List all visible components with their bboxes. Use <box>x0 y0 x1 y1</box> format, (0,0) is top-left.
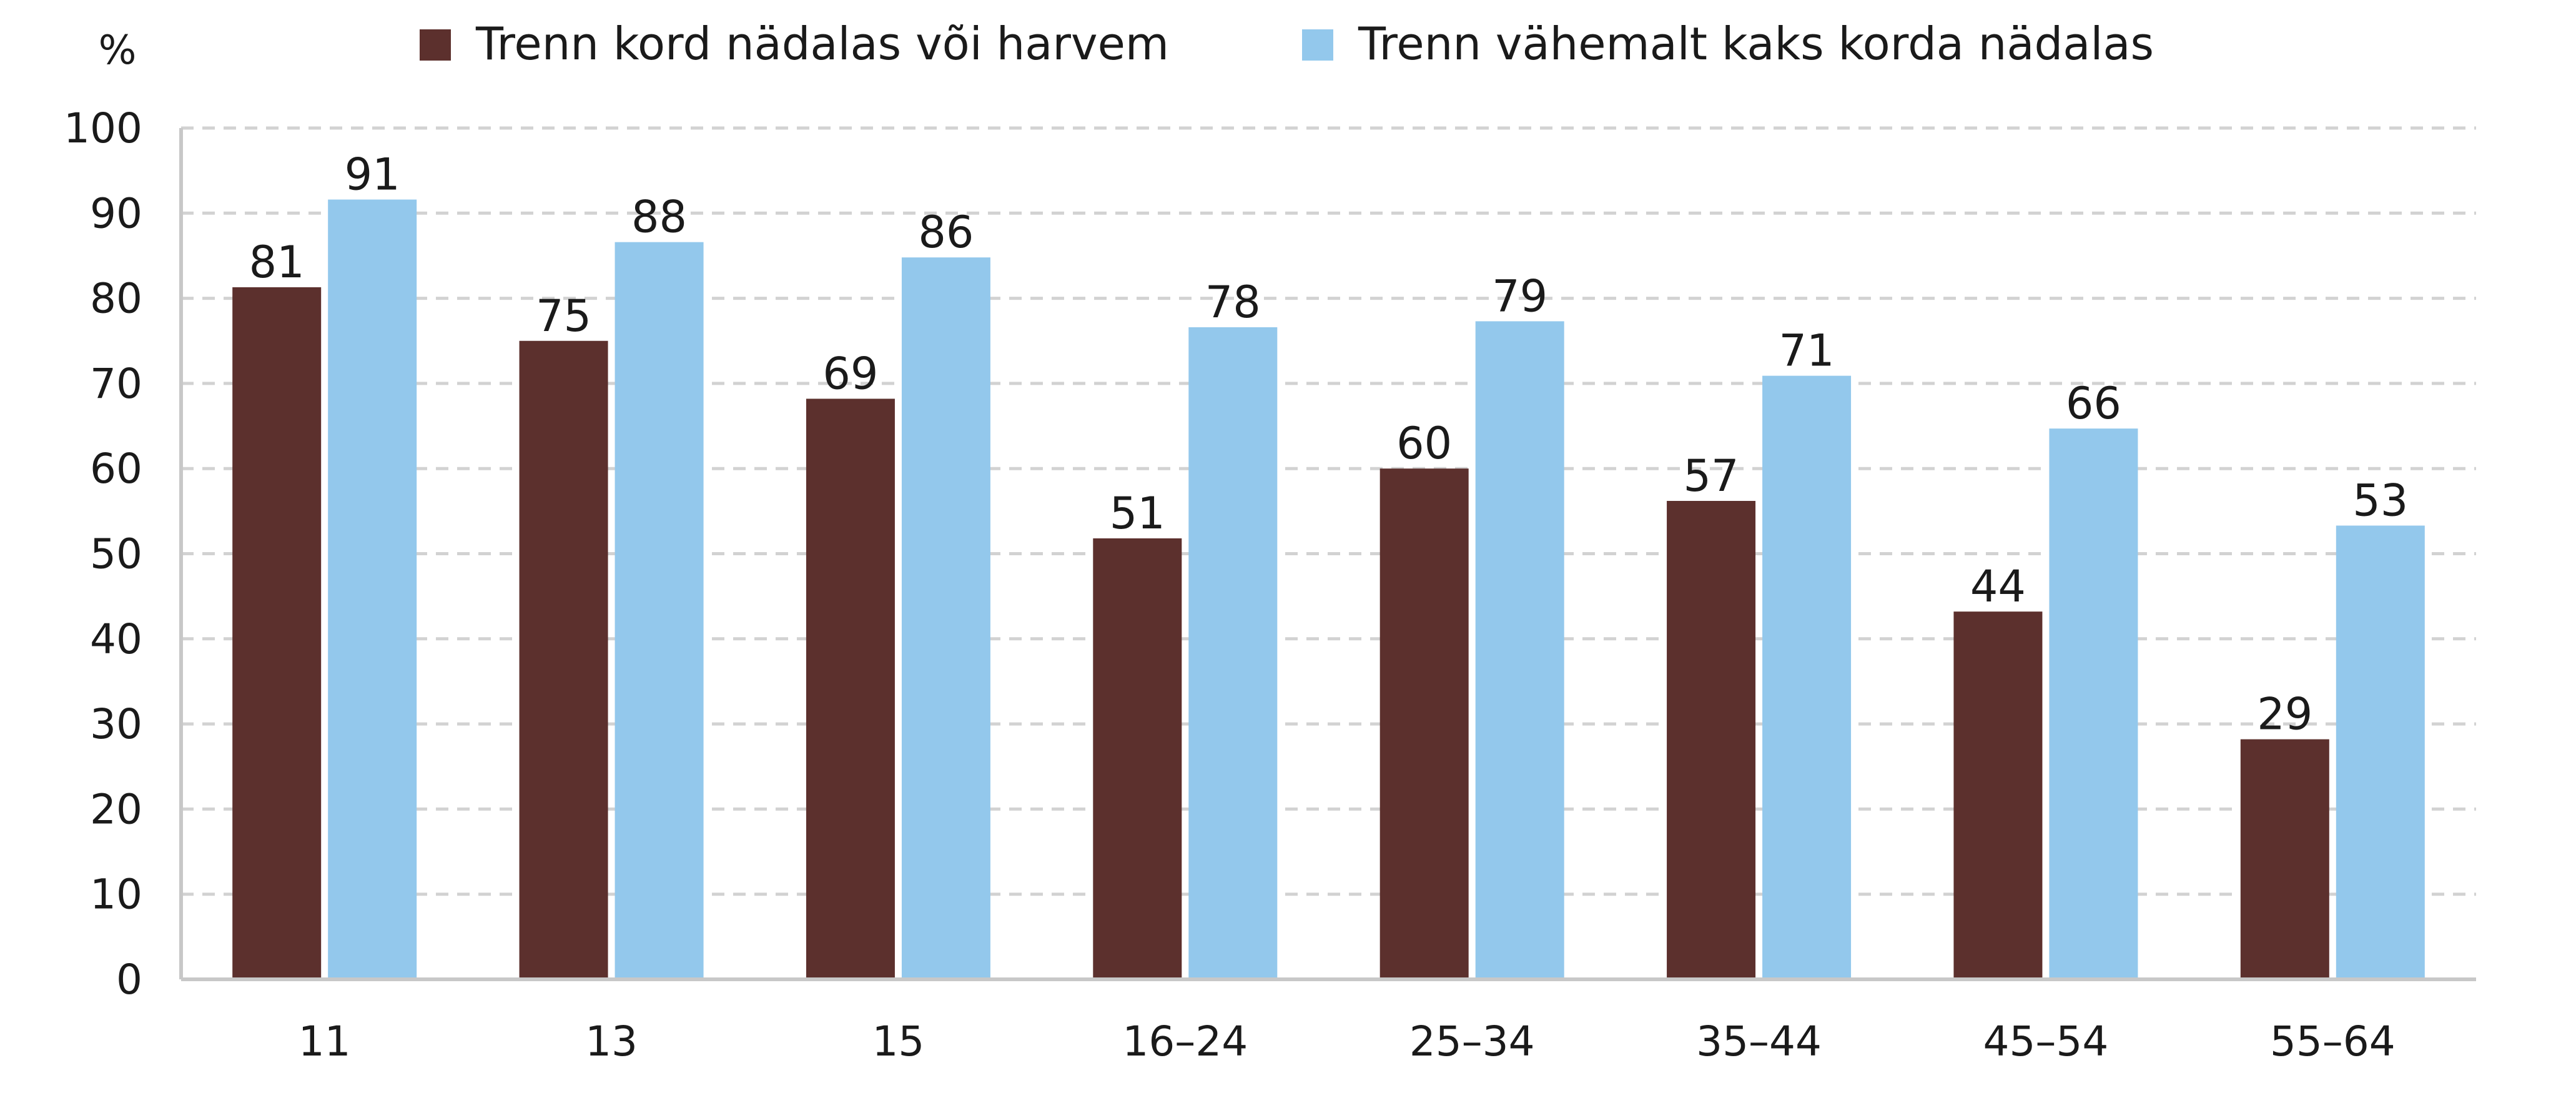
x-tick-label: 45–54 <box>1983 1017 2108 1066</box>
y-tick-label: 30 <box>90 700 142 748</box>
x-tick-label: 16–24 <box>1122 1017 1248 1066</box>
y-tick-label: 40 <box>90 615 142 663</box>
bar-series-2 <box>1188 327 1278 979</box>
x-tick-label: 13 <box>585 1017 638 1066</box>
legend-swatch-series-2 <box>1302 29 1333 61</box>
legend: Trenn kord nädalas või harvem Trenn vähe… <box>420 17 2154 70</box>
x-tick-label: 15 <box>872 1017 924 1066</box>
bar-series-1 <box>1093 538 1182 979</box>
data-label-series-1: 81 <box>249 237 305 288</box>
bars <box>232 199 2425 980</box>
bar-series-1 <box>2240 739 2329 979</box>
bar-series-2 <box>2049 428 2138 979</box>
y-tick-label: 100 <box>64 104 142 152</box>
x-tick-label: 35–44 <box>1696 1017 1822 1066</box>
x-tick-label: 25–34 <box>1409 1017 1535 1066</box>
bar-series-1 <box>232 287 322 980</box>
legend-label-series-1: Trenn kord nädalas või harvem <box>475 17 1169 70</box>
y-tick-label: 0 <box>116 956 142 1004</box>
bar-series-1 <box>1953 611 2043 979</box>
y-tick-label: 80 <box>90 275 142 323</box>
data-label-series-1: 44 <box>1970 561 2026 612</box>
y-tick-label: 60 <box>90 445 142 493</box>
bar-series-2 <box>1475 321 1564 979</box>
x-tick-label: 55–64 <box>2270 1017 2396 1066</box>
bar-series-1 <box>1379 468 1469 979</box>
data-label-series-1: 69 <box>822 348 878 399</box>
data-label-series-2: 91 <box>345 149 400 200</box>
y-axis-unit-label: % <box>99 27 137 74</box>
data-label-series-1: 57 <box>1684 450 1739 502</box>
bar-series-1 <box>806 398 895 979</box>
data-label-series-1: 29 <box>2257 689 2312 740</box>
data-label-series-1: 60 <box>1396 418 1452 469</box>
data-label-series-1: 75 <box>536 290 591 342</box>
x-tick-label: 11 <box>299 1017 351 1066</box>
data-label-series-2: 88 <box>631 192 687 243</box>
data-label-series-1: 51 <box>1110 488 1165 539</box>
bar-series-1 <box>1667 500 1756 979</box>
data-label-series-2: 78 <box>1205 277 1261 328</box>
data-label-series-2: 79 <box>1492 270 1547 322</box>
bar-series-2 <box>901 257 990 979</box>
y-tick-label: 90 <box>90 189 142 237</box>
bar-series-2 <box>1762 375 1852 979</box>
data-label-series-2: 53 <box>2352 475 2408 527</box>
legend-label-series-2: Trenn vähemalt kaks korda nädalas <box>1358 17 2154 70</box>
bar-series-2 <box>2336 525 2425 979</box>
bar-series-1 <box>519 340 608 979</box>
y-tick-label: 50 <box>90 530 142 578</box>
data-labels: 81 91 75 88 69 86 51 78 60 79 57 71 44 66 29 53 <box>249 149 2409 739</box>
x-axis-tick-labels: 11 13 15 16–24 25–34 35–44 45–54 55–64 <box>299 1017 2396 1066</box>
data-label-series-2: 71 <box>1779 325 1835 377</box>
bar-series-2 <box>614 242 704 980</box>
bar-series-2 <box>328 199 417 980</box>
data-label-series-2: 66 <box>2066 378 2121 429</box>
y-tick-label: 10 <box>90 871 142 919</box>
y-tick-label: 20 <box>90 785 142 833</box>
legend-swatch-series-1 <box>420 29 451 61</box>
y-tick-label: 70 <box>90 360 142 408</box>
data-label-series-2: 86 <box>918 207 974 258</box>
y-axis-tick-labels: 0 10 20 30 40 50 60 70 80 90 100 <box>64 104 142 1004</box>
